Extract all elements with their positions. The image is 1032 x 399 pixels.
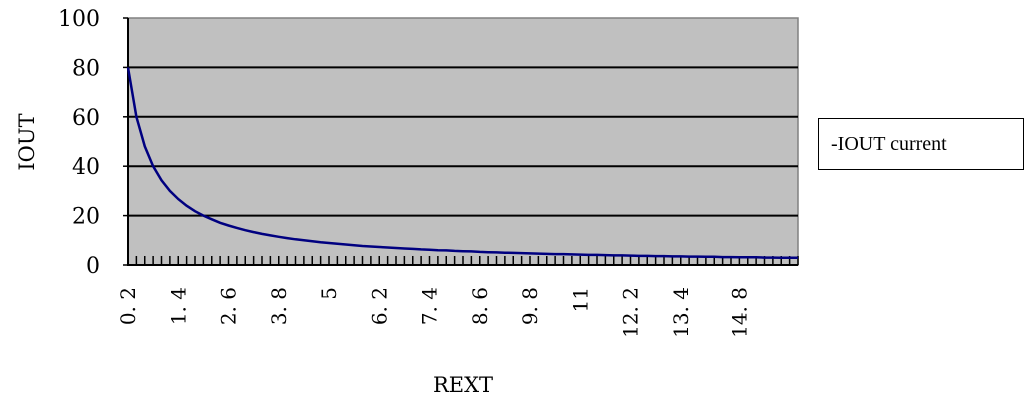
- x-tick-label: 7. 4: [418, 287, 442, 325]
- y-tick-label: 0: [86, 254, 100, 279]
- y-tick-label: 60: [72, 106, 100, 131]
- x-tick-label: 6. 2: [367, 287, 391, 325]
- y-tick-label: 40: [72, 155, 100, 180]
- x-tick-label: 8. 6: [468, 287, 492, 325]
- x-axis-minor-ticks: [127, 256, 799, 265]
- x-axis-title: REXT: [433, 373, 493, 397]
- x-tick-label: 2. 6: [217, 287, 241, 325]
- x-tick-label: 12. 2: [619, 287, 643, 338]
- x-tick-label: 11: [568, 287, 592, 312]
- y-axis-ticks: 0 20 40 60 80 100: [58, 7, 128, 279]
- x-tick-label: 9. 8: [518, 287, 542, 325]
- x-tick-label: 3. 8: [267, 287, 291, 325]
- x-axis-tick-labels: 0. 2 1. 4 2. 6 3. 8 5 6. 2 7. 4 8. 6 9. 8 11 12. 2…: [116, 287, 751, 338]
- y-tick-label: 100: [58, 7, 100, 32]
- x-tick-label: 14. 8: [727, 287, 751, 338]
- x-tick-label: 0. 2: [116, 287, 140, 325]
- legend: -IOUT current: [818, 118, 1024, 170]
- x-tick-label: 13. 4: [669, 287, 693, 338]
- x-tick-label: 1. 4: [166, 287, 190, 325]
- series-line-iout-current: [126, 67, 798, 260]
- legend-entry-iout-current: -IOUT current: [831, 132, 947, 155]
- y-tick-label: 80: [72, 56, 100, 81]
- y-axis-title: IOUT: [15, 113, 39, 170]
- plot-area: [127, 17, 799, 266]
- y-tick-label: 20: [72, 205, 100, 230]
- x-tick-label: 5: [317, 287, 341, 300]
